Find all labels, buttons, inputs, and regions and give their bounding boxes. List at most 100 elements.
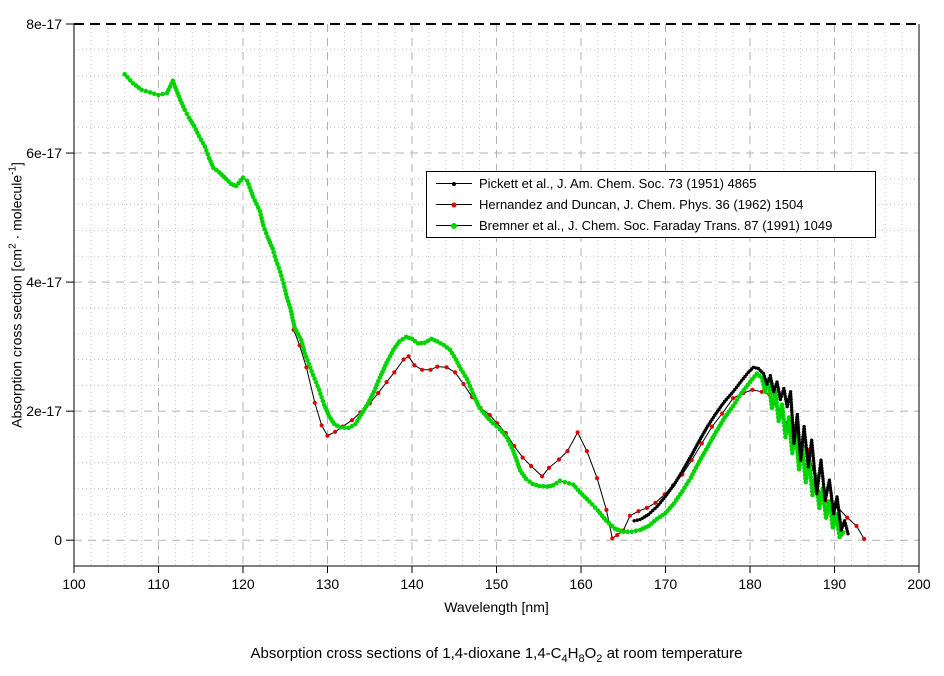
data-point-marker	[854, 523, 859, 529]
data-point-marker	[817, 474, 821, 478]
data-point-marker	[313, 380, 319, 385]
y-tick-label: 2e-17	[26, 403, 62, 419]
data-point-marker	[763, 377, 767, 381]
data-point-marker	[793, 433, 797, 438]
data-point-marker	[792, 436, 797, 440]
data-point-marker	[817, 501, 823, 507]
data-point-marker	[822, 485, 826, 489]
data-point-marker	[835, 497, 840, 502]
data-point-marker	[830, 499, 834, 503]
data-point-marker	[595, 476, 600, 481]
data-point-marker	[198, 137, 204, 142]
data-point-marker	[802, 424, 806, 429]
data-point-marker	[780, 406, 785, 411]
data-point-marker	[371, 389, 377, 395]
data-point-marker	[779, 402, 785, 408]
data-point-marker	[768, 374, 772, 378]
data-point-marker	[845, 526, 849, 531]
data-point-marker	[783, 392, 787, 396]
data-point-marker	[550, 483, 556, 488]
data-point-marker	[376, 378, 381, 384]
y-axis-label-text: · molecule	[8, 174, 25, 244]
data-point-marker	[797, 463, 802, 468]
data-point-marker	[789, 392, 793, 397]
data-point-marker	[590, 502, 595, 507]
caption-text: Absorption cross sections of 1,4-dioxane…	[250, 645, 562, 662]
data-point-marker	[796, 430, 801, 434]
data-point-marker	[812, 466, 816, 470]
data-point-marker	[279, 273, 284, 278]
data-point-marker	[770, 384, 775, 389]
data-point-marker	[804, 472, 810, 477]
data-point-marker	[808, 471, 813, 477]
data-point-marker	[828, 483, 832, 487]
data-point-marker	[783, 434, 788, 440]
data-point-marker	[260, 219, 265, 225]
data-point-marker	[796, 417, 800, 422]
data-point-marker	[789, 400, 793, 404]
data-point-marker	[787, 429, 793, 435]
data-point-marker	[128, 78, 133, 83]
data-point-marker	[627, 513, 633, 518]
green-dot-marker-icon	[451, 222, 457, 229]
data-point-marker	[308, 365, 313, 371]
data-point-marker	[438, 341, 444, 346]
data-point-marker	[802, 465, 807, 471]
data-point-marker	[259, 215, 264, 221]
data-point-marker	[812, 464, 816, 468]
data-point-marker	[807, 457, 811, 461]
data-point-marker	[768, 391, 773, 397]
data-point-marker	[750, 387, 755, 392]
data-point-marker	[821, 477, 825, 481]
data-point-marker	[799, 450, 804, 455]
data-point-marker	[762, 389, 768, 395]
y-axis-label-sup: -1	[7, 165, 19, 175]
data-point-marker	[240, 175, 246, 180]
data-point-marker	[258, 212, 264, 217]
data-point-marker	[811, 453, 815, 458]
data-point-marker	[509, 445, 514, 450]
data-point-marker	[780, 413, 786, 418]
data-point-marker	[773, 393, 779, 398]
data-point-marker	[262, 226, 268, 232]
data-point-marker	[797, 443, 802, 447]
data-point-marker	[759, 389, 764, 394]
y-axis-label-text: Absorption cross section [cm	[8, 248, 25, 428]
data-point-marker	[797, 440, 802, 445]
data-point-marker	[680, 488, 685, 494]
data-point-marker	[803, 438, 808, 442]
data-point-marker	[810, 492, 815, 498]
data-point-marker	[807, 467, 813, 473]
data-point-marker	[828, 486, 833, 490]
data-point-marker	[467, 383, 473, 389]
data-point-marker	[811, 448, 815, 453]
data-point-marker	[490, 421, 496, 426]
caption-text: H	[567, 645, 579, 662]
data-point-marker	[789, 405, 794, 409]
legend-entry-bremner: Bremner et al., J. Chem. Soc. Faraday Tr…	[427, 215, 875, 236]
data-point-marker	[754, 366, 758, 370]
caption-sub: 8	[578, 653, 585, 665]
data-point-marker	[147, 90, 153, 95]
data-point-marker	[653, 500, 658, 505]
data-point-marker	[790, 418, 795, 422]
data-point-marker	[139, 87, 144, 93]
data-point-marker	[546, 465, 552, 470]
data-point-marker	[621, 529, 626, 535]
data-point-marker	[342, 425, 347, 430]
data-point-marker	[554, 480, 559, 486]
data-point-marker	[810, 488, 816, 494]
data-point-marker	[811, 458, 816, 463]
data-point-marker	[333, 429, 338, 434]
data-point-marker	[769, 379, 774, 383]
data-point-marker	[523, 476, 529, 482]
data-point-marker	[435, 364, 440, 369]
data-point-marker	[844, 524, 848, 528]
data-point-marker	[837, 507, 841, 512]
data-point-marker	[469, 387, 474, 392]
data-point-marker	[202, 144, 208, 149]
data-point-marker	[205, 152, 211, 157]
data-point-marker	[811, 451, 815, 455]
data-point-marker	[252, 198, 258, 203]
data-point-marker	[817, 505, 822, 511]
